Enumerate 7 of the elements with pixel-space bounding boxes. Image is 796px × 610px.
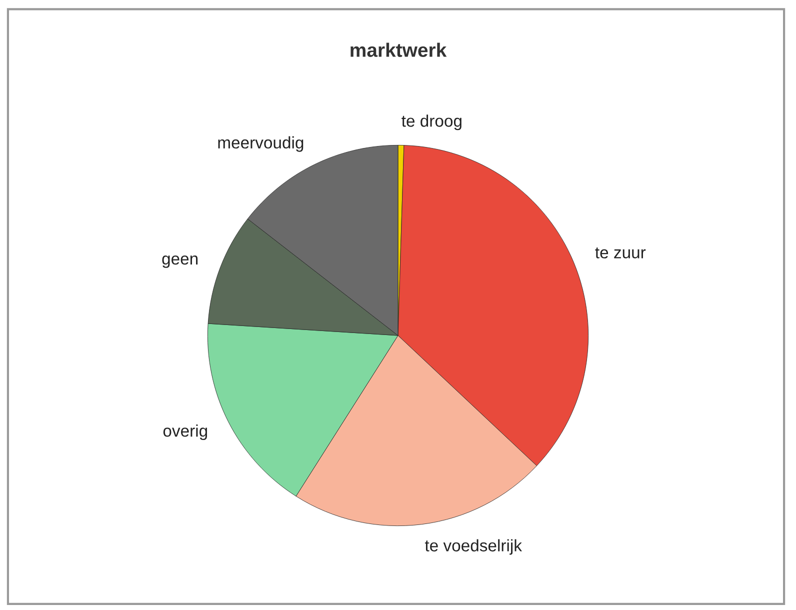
slice-label: overig — [163, 424, 208, 440]
slice-label: te zuur — [595, 247, 646, 258]
slice-label: meervoudig — [218, 136, 304, 152]
slice-label: geen — [162, 255, 198, 268]
slice-label: te droog — [402, 114, 462, 130]
slice-label: te voedselrijk — [424, 539, 522, 555]
chart-title: marktwerk — [350, 42, 447, 57]
